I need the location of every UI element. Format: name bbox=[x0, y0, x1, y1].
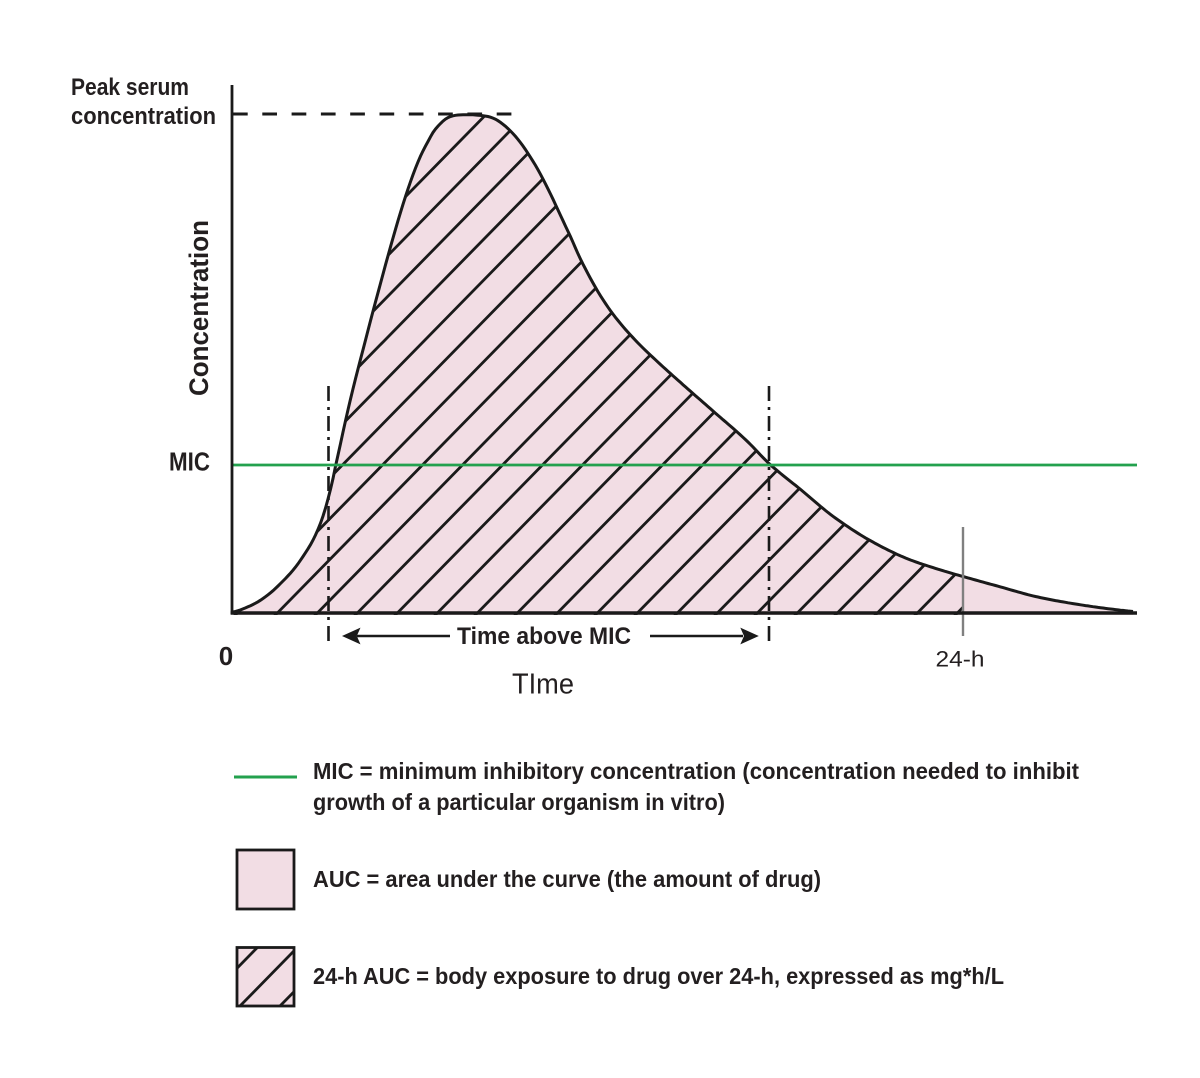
svg-text:24-h AUC = body exposure to dr: 24-h AUC = body exposure to drug over 24… bbox=[313, 963, 1004, 989]
svg-text:Concentration: Concentration bbox=[184, 220, 214, 396]
svg-text:MIC: MIC bbox=[169, 449, 210, 477]
svg-text:Peak serum: Peak serum bbox=[71, 74, 189, 101]
svg-text:0: 0 bbox=[219, 641, 233, 671]
svg-text:Time above MIC: Time above MIC bbox=[457, 623, 631, 650]
svg-text:growth of a particular organis: growth of a particular organism in vitro… bbox=[313, 789, 725, 815]
svg-text:MIC = minimum inhibitory conce: MIC = minimum inhibitory concentration (… bbox=[313, 758, 1079, 784]
svg-text:concentration: concentration bbox=[71, 103, 216, 130]
svg-text:24-h: 24-h bbox=[936, 647, 985, 672]
svg-text:AUC = area under the curve (th: AUC = area under the curve (the amount o… bbox=[313, 866, 821, 892]
svg-text:TIme: TIme bbox=[512, 669, 574, 701]
